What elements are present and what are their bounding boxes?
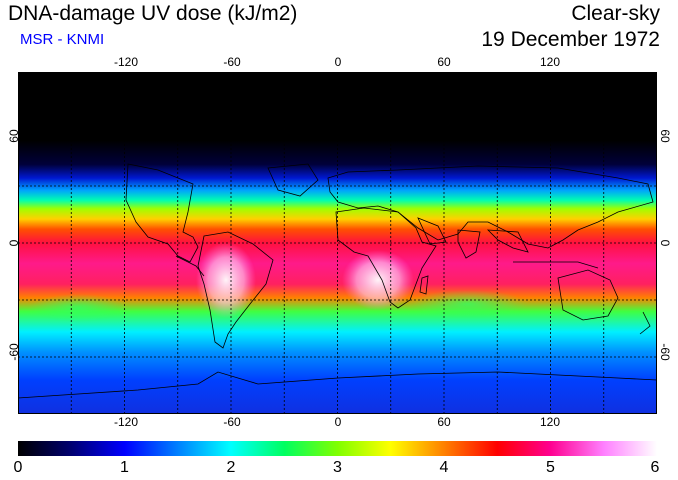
date-label: 19 December 1972 — [481, 28, 660, 51]
lon-tick-bottom: 60 — [437, 415, 451, 429]
greenland-coast — [267, 163, 319, 197]
lon-tick-top: 60 — [437, 55, 451, 69]
lat-tick-right: 0 — [658, 239, 672, 247]
colorbar-label: 0 — [13, 459, 23, 476]
colorbar-gradient — [18, 441, 657, 456]
colorbar-label: 6 — [650, 459, 660, 476]
source-label: MSR - KNMI — [20, 31, 105, 48]
central-america-coast — [175, 255, 205, 277]
lon-tick-top: 120 — [539, 55, 561, 69]
colorbar-label: 5 — [546, 459, 555, 476]
lat-tick-right: -60 — [658, 343, 672, 361]
antarctica-coast — [18, 371, 657, 399]
australia-coast — [557, 269, 619, 321]
south-america-hotspot — [196, 242, 256, 318]
colorbar — [18, 441, 657, 456]
india-coast — [457, 229, 481, 259]
sky-condition-label: Clear-sky — [571, 2, 660, 25]
lon-tick-top: 0 — [334, 55, 342, 69]
lon-tick-bottom: -120 — [113, 415, 139, 429]
lon-tick-bottom: 0 — [334, 415, 342, 429]
southeast-asia-coast — [486, 229, 529, 253]
coastlines — [18, 163, 657, 399]
madagascar-coast — [419, 275, 429, 295]
colorbar-label: 1 — [120, 459, 129, 476]
lon-tick-bottom: 120 — [539, 415, 561, 429]
atlantic-band — [28, 294, 128, 322]
colorbar-label: 3 — [333, 459, 342, 476]
lon-tick-top: -120 — [113, 55, 139, 69]
map-title: DNA-damage UV dose (kJ/m2) — [8, 2, 298, 25]
africa-hotspot — [342, 250, 414, 310]
eurasia-coast — [327, 165, 654, 249]
south-america-coast — [197, 231, 274, 349]
colorbar-label: 2 — [226, 459, 236, 476]
new-zealand-coast — [639, 311, 651, 335]
graticule — [18, 72, 657, 414]
indonesia-coast — [513, 261, 599, 269]
map-border — [18, 72, 657, 414]
uv-field — [18, 72, 657, 414]
indian-ocean-band — [408, 290, 528, 318]
colorbar-label: 4 — [439, 459, 449, 476]
uv-dose-map — [18, 72, 657, 414]
africa-coast — [335, 207, 437, 309]
lon-tick-top: -60 — [223, 55, 241, 69]
north-america-coast — [125, 163, 199, 263]
lat-tick-right: 60 — [658, 129, 672, 143]
arabia-coast — [417, 217, 447, 245]
lon-tick-bottom: -60 — [223, 415, 241, 429]
